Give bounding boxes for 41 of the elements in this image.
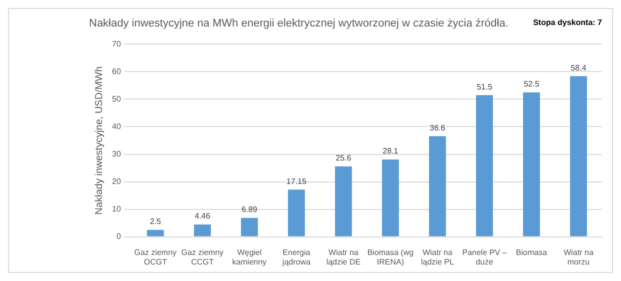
data-label: 17.15 bbox=[286, 176, 307, 186]
bar bbox=[288, 190, 305, 236]
bar bbox=[382, 159, 399, 236]
bar bbox=[570, 76, 587, 236]
y-tick-label: 40 bbox=[112, 122, 122, 131]
x-tick-label: Energia jądrowa bbox=[281, 248, 311, 266]
x-tick-label: Węgiel kamienny bbox=[232, 248, 267, 266]
x-tick-label: Wiatr na lądzie DE bbox=[326, 248, 361, 266]
data-label: 58.4 bbox=[570, 63, 587, 72]
data-label: 52.5 bbox=[524, 80, 540, 89]
bar bbox=[334, 166, 352, 236]
x-tick-label: Biomasa (wg IRENA) bbox=[367, 248, 414, 266]
y-tick-label: 0 bbox=[116, 232, 122, 242]
bar bbox=[240, 218, 258, 236]
x-tick-label: Wiatr na morzu bbox=[564, 248, 594, 266]
y-tick-label: 30 bbox=[112, 149, 122, 158]
x-tick-label: Wiatr na lądzie PL bbox=[421, 248, 454, 266]
x-tick-label: Panele PV – duże bbox=[462, 248, 508, 266]
data-label: 2.5 bbox=[150, 217, 162, 226]
y-tick-label: 70 bbox=[112, 39, 122, 48]
data-label: 6.89 bbox=[242, 205, 258, 214]
y-tick-label: 10 bbox=[112, 204, 122, 214]
data-label: 36.6 bbox=[430, 123, 446, 132]
y-tick-label: 60 bbox=[112, 66, 122, 76]
bar bbox=[476, 95, 493, 236]
y-axis-title: Nakłady inwestycyjne, USD/MWh bbox=[94, 66, 105, 215]
data-label: 51.5 bbox=[476, 82, 493, 92]
data-label: 4.46 bbox=[194, 212, 211, 221]
y-tick-label: 20 bbox=[112, 176, 122, 186]
data-label: 28.1 bbox=[382, 146, 399, 156]
text: Stopa dyskonta: 7 bbox=[533, 18, 603, 28]
y-tick-label: 50 bbox=[112, 94, 122, 104]
x-tick-label: Gaz ziemny CCGT bbox=[181, 248, 224, 266]
bar bbox=[429, 136, 446, 236]
bar bbox=[523, 92, 540, 236]
x-tick-label: Gaz ziemny OCGT bbox=[134, 248, 177, 266]
bar bbox=[146, 230, 164, 236]
chart-title: Nakłady inwestycyjne na MWh energii elektrycznej wytworzonej w czasie życia źródła. bbox=[89, 18, 508, 30]
data-label: 25.6 bbox=[336, 154, 352, 163]
bar bbox=[194, 224, 211, 236]
x-tick-label: Biomasa bbox=[516, 248, 548, 257]
